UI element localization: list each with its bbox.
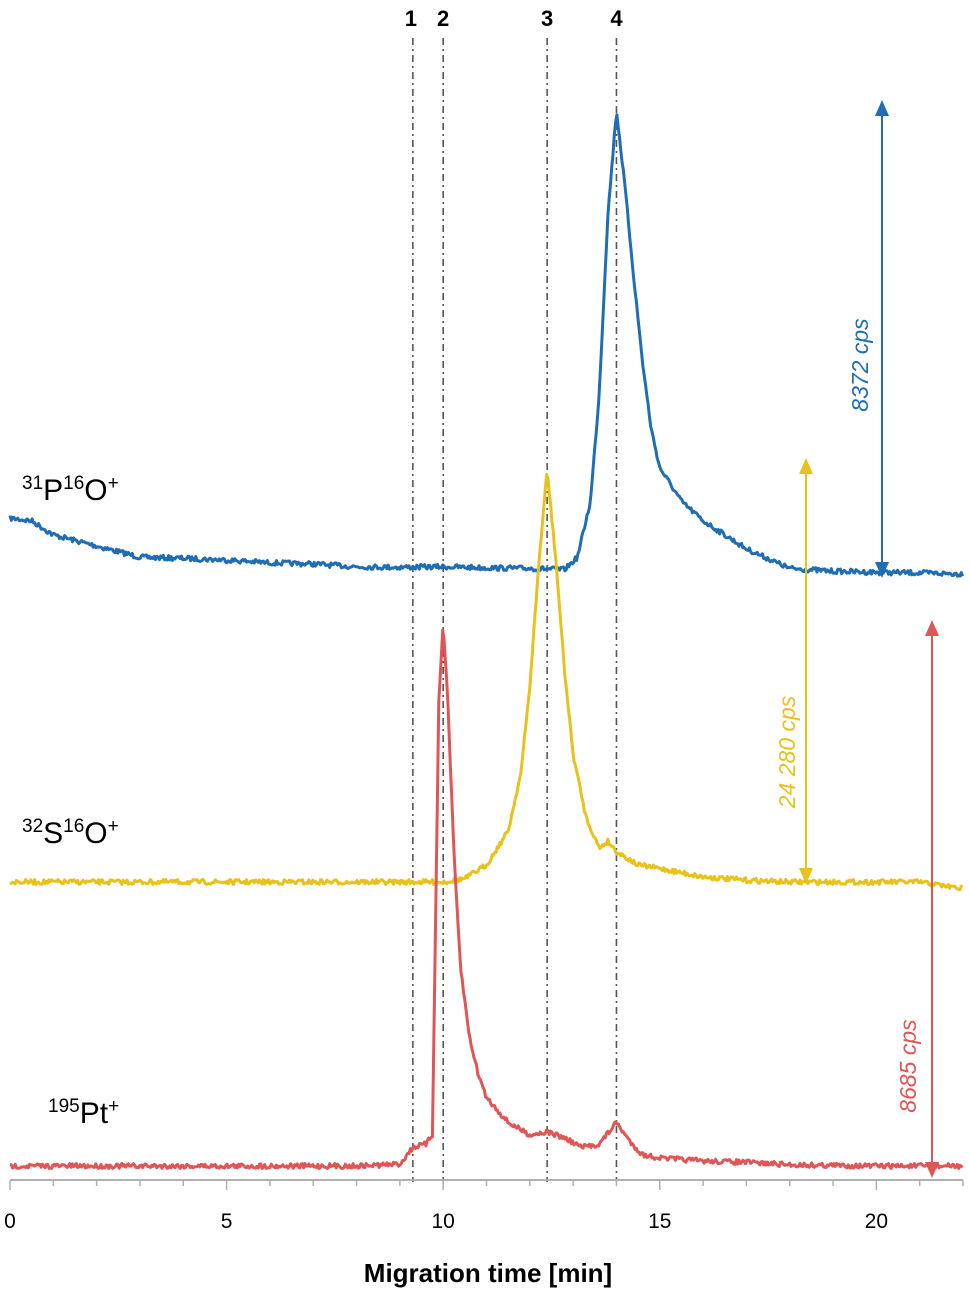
trace-name-labels: 31P16O+ 32S16O+ 195Pt+ (22, 473, 119, 1130)
x-tick-label: 15 (648, 1210, 671, 1233)
amplitude-arrow-head-top-0 (875, 100, 889, 116)
amplitude-arrow-head-top-2 (925, 620, 939, 636)
amplitude-arrow-head-bottom-2 (925, 1162, 939, 1178)
peak-marker-label-1: 1 (405, 6, 417, 31)
amplitude-label-0: 8372 cps (847, 318, 873, 412)
amplitude-arrow-head-top-1 (799, 458, 813, 474)
x-tick-label: 10 (432, 1210, 455, 1233)
trace-name-label-2: 195Pt+ (48, 1096, 119, 1130)
peak-marker-label-3: 3 (541, 6, 553, 31)
trace-line-1 (9, 472, 964, 892)
amplitude-arrows: 8372 cps 24 280 cps 8685 cps (774, 100, 939, 1178)
amplitude-label-1: 24 280 cps (774, 695, 800, 809)
peak-marker-label-2: 2 (437, 6, 449, 31)
trace-lines (8, 113, 965, 1170)
x-tick-label: 20 (865, 1210, 888, 1233)
trace-name-label-0: 31P16O+ (22, 473, 119, 507)
trace-line-0 (8, 113, 965, 578)
trace-line-2 (9, 628, 964, 1170)
amplitude-label-2: 8685 cps (895, 1019, 921, 1113)
x-axis-tick-labels: 0 5 10 15 20 (4, 1210, 888, 1233)
trace-name-label-1: 32S16O+ (22, 816, 119, 850)
amplitude-arrow-head-bottom-0 (875, 562, 889, 578)
x-tick-label: 0 (4, 1210, 16, 1233)
x-axis-title: Migration time [min] (364, 1258, 612, 1288)
x-axis-ticks (9, 1180, 964, 1190)
peak-marker-label-4: 4 (610, 6, 623, 31)
x-tick-label: 5 (221, 1210, 233, 1233)
amplitude-arrow-head-bottom-1 (799, 868, 813, 884)
